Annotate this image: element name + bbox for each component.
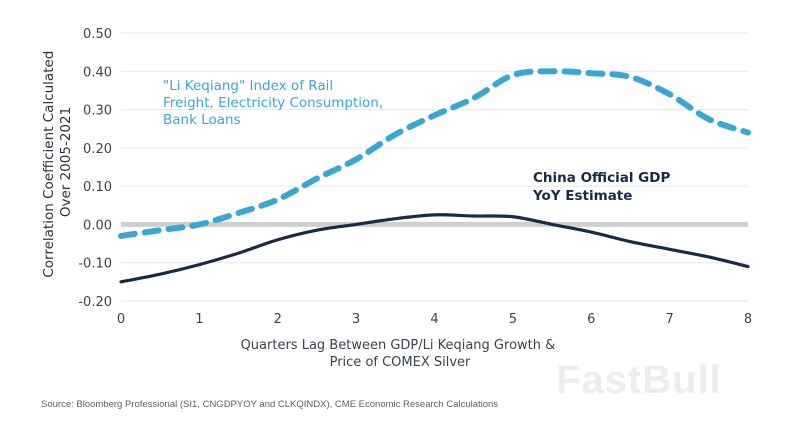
x-tick-label: 3 xyxy=(352,312,360,327)
y-tick-label: 0.00 xyxy=(83,218,112,233)
x-tick-label: 8 xyxy=(744,312,752,327)
x-axis-label-line-1: Quarters Lag Between GDP/Li Keqiang Grow… xyxy=(241,338,556,353)
x-axis-label: Quarters Lag Between GDP/Li Keqiang Grow… xyxy=(241,338,560,370)
source-note: Source: Bloomberg Professional (SI1, CNG… xyxy=(41,399,499,410)
series-lines xyxy=(118,68,751,284)
y-axis-ticks: -0.20 -0.10 0.00 0.10 0.20 0.30 0.40 0.50 xyxy=(78,27,112,310)
y-axis-label-line-2: Over 2005-2021 xyxy=(58,107,74,217)
y-tick-label: -0.10 xyxy=(78,257,112,272)
x-tick-label: 7 xyxy=(665,312,673,327)
y-tick-label: 0.50 xyxy=(83,27,112,42)
watermark: FastBull xyxy=(556,358,722,402)
series-label-china-gdp: China Official GDP YoY Estimate xyxy=(532,170,675,204)
x-tick-label: 0 xyxy=(117,312,125,327)
x-tick-label: 6 xyxy=(587,312,595,327)
y-tick-label: 0.40 xyxy=(83,65,112,80)
y-axis-label: Correlation Coefficient Calculated Over … xyxy=(41,46,74,277)
x-tick-label: 4 xyxy=(430,312,438,327)
series-label-li-keqiang: "Li Keqiang" Index of Rail Freight, Elec… xyxy=(163,78,387,128)
series-label-li-keqiang-line-3: Bank Loans xyxy=(163,112,241,128)
x-tick-label: 5 xyxy=(509,312,517,327)
y-tick-label: -0.20 xyxy=(78,295,112,310)
series-label-china-gdp-line-2: YoY Estimate xyxy=(532,188,632,204)
x-tick-label: 1 xyxy=(195,312,203,327)
y-tick-label: 0.20 xyxy=(83,142,112,157)
series-label-li-keqiang-line-2: Freight, Electricity Consumption, xyxy=(163,95,383,111)
series-label-li-keqiang-line-1: "Li Keqiang" Index of Rail xyxy=(163,78,333,94)
x-axis-ticks: 0 1 2 3 4 5 6 7 8 xyxy=(117,312,752,327)
series-label-china-gdp-line-1: China Official GDP xyxy=(533,170,670,186)
y-axis-label-line-1: Correlation Coefficient Calculated xyxy=(41,51,57,278)
gridlines xyxy=(121,32,748,302)
y-tick-label: 0.30 xyxy=(83,104,112,119)
x-axis-label-line-2: Price of COMEX Silver xyxy=(330,355,471,370)
y-tick-label: 0.10 xyxy=(83,180,112,195)
x-tick-label: 2 xyxy=(274,312,282,327)
